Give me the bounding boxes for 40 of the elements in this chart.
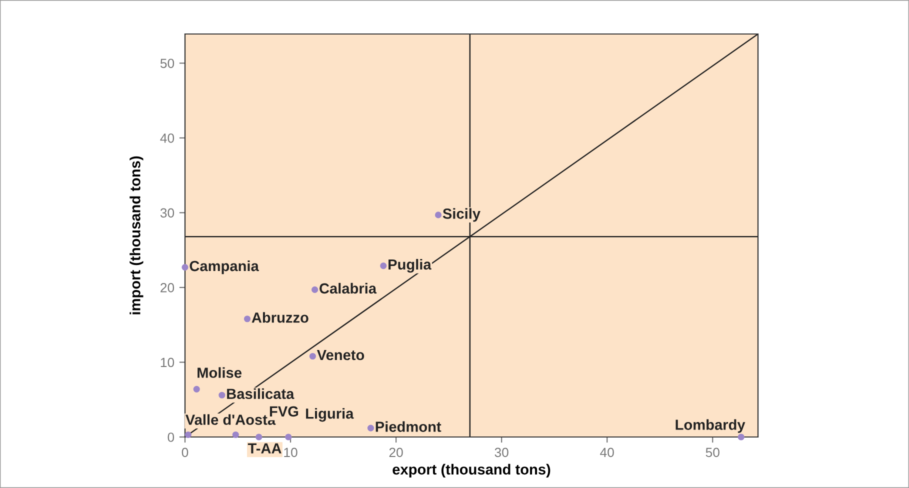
point [434, 212, 442, 218]
point [193, 386, 200, 392]
annotation: Campania [190, 260, 259, 274]
x-tick-label: 40 [600, 448, 614, 458]
annotation: Basilicata [227, 388, 294, 400]
annotation: Piedmont [376, 421, 442, 432]
point [232, 431, 239, 438]
y-axis-title: import (thousand tons) [130, 156, 144, 314]
annotation: Veneto [316, 350, 364, 360]
point [309, 352, 316, 360]
x-tick-label: 20 [389, 448, 403, 458]
y-tick-label: 30 [160, 208, 174, 218]
annotation: Molise [198, 367, 242, 378]
point [285, 434, 292, 440]
point [380, 262, 387, 270]
annotation: Calabria [320, 282, 377, 294]
point [184, 431, 192, 438]
point [182, 264, 188, 271]
point [256, 434, 262, 440]
x-axis-title: export (thousand tons) [392, 464, 550, 478]
x-tick-label: 0 [182, 448, 188, 458]
annotation: Sicily [442, 208, 480, 222]
y-tick-label: 20 [160, 283, 174, 292]
annotation: Abruzzo [252, 312, 308, 323]
point [738, 434, 744, 440]
y-tick-label: 40 [160, 133, 174, 143]
point [367, 424, 374, 432]
x-tick-label: 30 [494, 448, 508, 458]
x-tick-label: 50 [706, 448, 720, 458]
annotation: Liguria [306, 408, 354, 422]
annotation: Lombardy [676, 419, 746, 433]
y-tick-label: 10 [160, 358, 174, 368]
y-tick-label: 0 [168, 432, 174, 442]
annotation: T-AA [248, 443, 282, 454]
point [312, 286, 318, 293]
point [218, 392, 226, 398]
point [244, 316, 251, 322]
x-tick-label: 10 [284, 448, 298, 458]
annotation: Puglia [388, 258, 432, 273]
y-tick-label: 50 [160, 58, 174, 68]
